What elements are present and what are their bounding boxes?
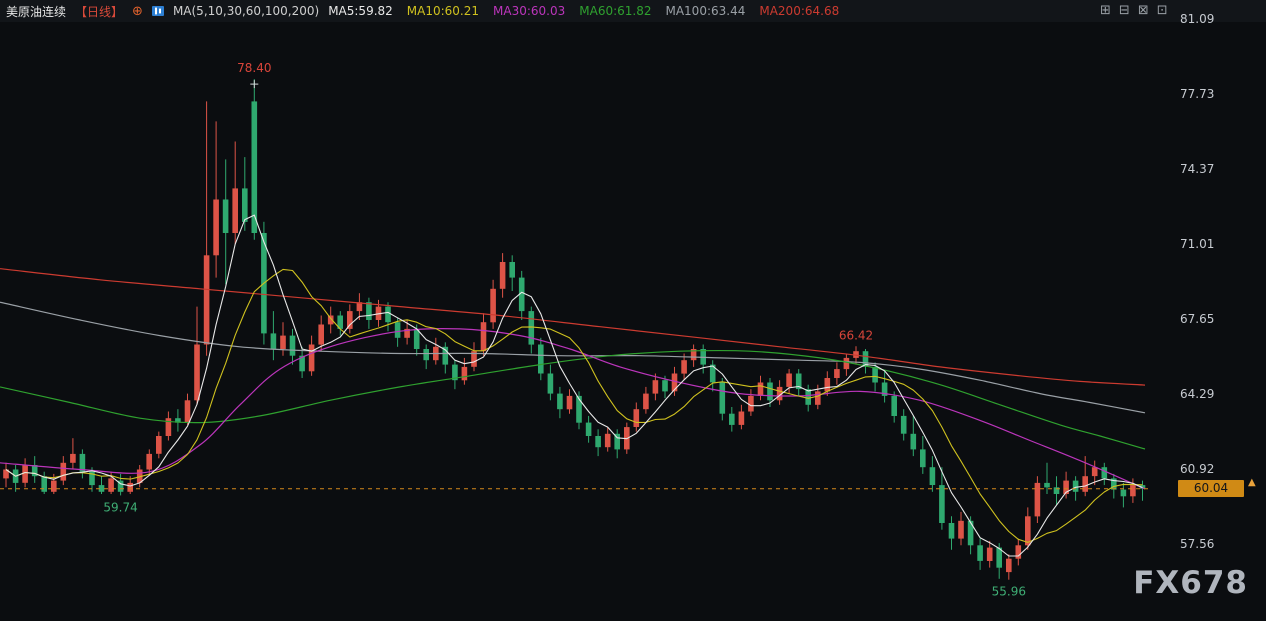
- toolbar-icons: ⊞ ⊟ ⊠ ⊡: [1100, 3, 1168, 19]
- svg-text:66.42: 66.42: [839, 328, 873, 342]
- price-tick: 60.92: [1180, 462, 1215, 477]
- ma-value-label: MA60:61.82: [579, 4, 652, 18]
- current-price-badge: 60.04: [1178, 479, 1244, 497]
- chart-style-icon[interactable]: [151, 5, 164, 17]
- price-tick: 81.09: [1180, 12, 1215, 27]
- watermark-fx678: FX678: [1133, 565, 1248, 601]
- price-tick: 67.65: [1180, 311, 1215, 326]
- layout-single-icon[interactable]: ⊡: [1156, 3, 1168, 18]
- symbol-title[interactable]: 美原油连续: [6, 4, 67, 19]
- ma-value-label: MA5:59.82: [328, 4, 393, 18]
- layout-columns-icon[interactable]: ⊠: [1137, 3, 1149, 18]
- chart-header: 美原油连续 【日线】 ⊕ MA(5,10,30,60,100,200) MA5:…: [0, 0, 1266, 22]
- price-tick: 71.01: [1180, 236, 1215, 251]
- ma-value-label: MA10:60.21: [406, 4, 480, 18]
- price-tick: 57.56: [1180, 536, 1215, 551]
- ma-value-label: MA30:60.03: [493, 4, 566, 18]
- ma-value-label: MA200:64.68: [759, 4, 840, 18]
- ma-values: MA5:59.82 MA10:60.21 MA30:60.03 MA60:61.82 M…: [328, 4, 839, 18]
- layout-rows-icon[interactable]: ⊟: [1118, 3, 1130, 18]
- svg-text:59.74: 59.74: [103, 500, 137, 514]
- price-tick: 74.37: [1180, 161, 1215, 176]
- period-label[interactable]: 【日线】: [75, 4, 124, 19]
- ma-value-label: MA100:63.44: [665, 4, 746, 18]
- price-arrow-icon: ▲: [1248, 476, 1256, 488]
- price-tick: 77.73: [1180, 87, 1215, 101]
- chart-area: 78.40 59.74 66.42 55.96 81.09 77.73 74.37 71.0…: [0, 12, 1266, 621]
- layout-grid-icon[interactable]: ⊞: [1100, 3, 1111, 18]
- svg-text:78.40: 78.40: [237, 61, 271, 75]
- add-indicator-icon[interactable]: ⊕: [132, 3, 143, 19]
- price-tick: 64.29: [1180, 386, 1215, 401]
- svg-text:55.96: 55.96: [992, 585, 1026, 599]
- candlestick-chart[interactable]: 78.40 59.74 66.42 55.96: [0, 22, 1152, 621]
- ma-config-label: MA(5,10,30,60,100,200): [172, 4, 320, 18]
